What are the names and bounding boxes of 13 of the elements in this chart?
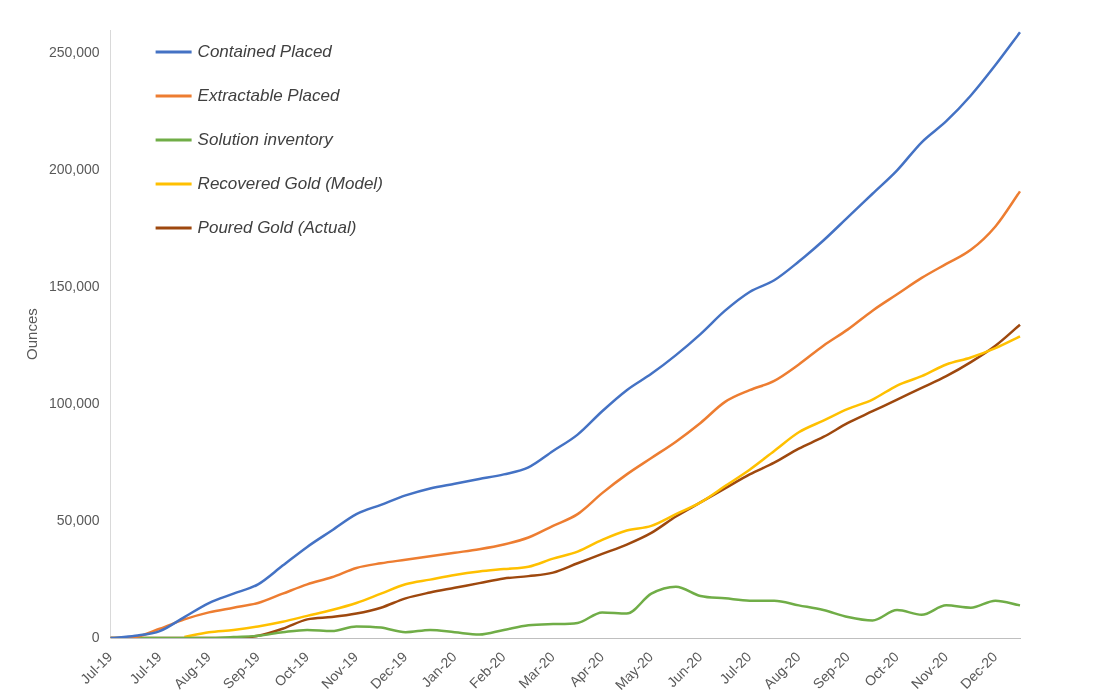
- y-axis-title: Ounces: [23, 308, 41, 360]
- legend-label: Poured Gold (Actual): [197, 217, 357, 237]
- line-series: [109, 31, 1022, 639]
- y-tick-label: 200,000: [49, 161, 100, 178]
- legend-label: Solution inventory: [197, 129, 335, 149]
- y-tick-label: 250,000: [49, 44, 100, 61]
- y-tick-label: 50,000: [56, 512, 100, 529]
- legend-label: Contained Placed: [197, 41, 333, 61]
- y-tick-label: 150,000: [49, 278, 100, 295]
- legend-label: Recovered Gold (Model): [197, 173, 383, 193]
- legend-label: Extractable Placed: [197, 85, 340, 105]
- y-tick-label: 100,000: [49, 395, 100, 412]
- y-tick-label: 0: [91, 628, 100, 645]
